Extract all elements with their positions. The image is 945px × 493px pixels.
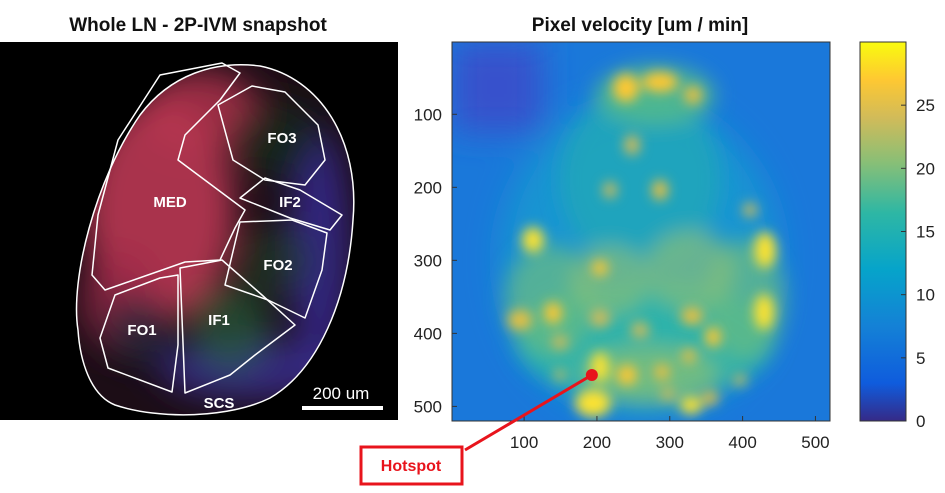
colorbar-tick-label: 10	[916, 286, 935, 305]
hotspot-marker	[585, 368, 598, 381]
colorbar-tick-label: 20	[916, 159, 935, 178]
x-tick-label: 500	[801, 433, 829, 452]
microscopy-image: FO3 MED IF2 FO2 FO1 IF1 SCS 200 um	[0, 42, 398, 420]
y-tick-label: 500	[414, 397, 442, 416]
colorbar-axis: 0 5 10 15 20 25	[901, 96, 935, 431]
region-med: MED	[153, 194, 187, 211]
region-if1: IF1	[208, 312, 230, 329]
heatmap-frame	[451, 41, 831, 422]
colorbar-tick-label: 5	[916, 349, 925, 368]
colorbar-tick-label: 0	[916, 412, 925, 431]
colorbar-tick-label: 15	[916, 223, 935, 242]
y-tick-label: 200	[414, 178, 442, 197]
y-axis: 100 200 300 400 500	[414, 105, 457, 416]
colorbar-tick-label: 25	[916, 96, 935, 115]
region-if2: IF2	[279, 194, 301, 211]
region-fo3: FO3	[267, 130, 296, 147]
region-scs: SCS	[204, 395, 235, 412]
scale-bar	[302, 406, 383, 410]
left-panel-title: Whole LN - 2P-IVM snapshot	[69, 15, 327, 36]
x-axis: 100 200 300 400 500	[510, 416, 830, 452]
hotspot-pointer	[464, 373, 593, 452]
heatmap-image	[452, 42, 830, 421]
y-tick-label: 100	[414, 105, 442, 124]
region-fo1: FO1	[127, 322, 156, 339]
hotspot-annotation: Hotspot	[359, 368, 598, 486]
hotspot-label: Hotspot	[381, 458, 442, 475]
hotspot-label-box	[359, 445, 464, 486]
x-tick-label: 200	[583, 433, 611, 452]
x-tick-label: 100	[510, 433, 538, 452]
region-outlines	[75, 62, 355, 416]
x-tick-label: 300	[656, 433, 684, 452]
scale-bar-label: 200 um	[313, 384, 370, 403]
region-fo2: FO2	[263, 257, 292, 274]
x-tick-label: 400	[728, 433, 756, 452]
y-tick-label: 400	[414, 324, 442, 343]
heatmap-title: Pixel velocity [um / min]	[532, 15, 748, 36]
colorbar	[859, 41, 907, 422]
y-tick-label: 300	[414, 251, 442, 270]
